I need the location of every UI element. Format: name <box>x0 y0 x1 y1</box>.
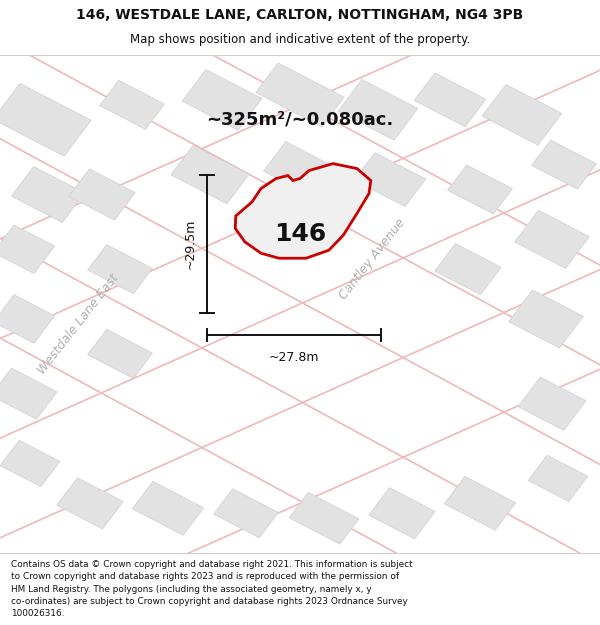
Polygon shape <box>482 84 562 145</box>
Text: 146, WESTDALE LANE, CARLTON, NOTTINGHAM, NG4 3PB: 146, WESTDALE LANE, CARLTON, NOTTINGHAM,… <box>76 8 524 22</box>
Text: ~29.5m: ~29.5m <box>183 219 196 269</box>
Polygon shape <box>214 489 278 538</box>
Polygon shape <box>57 478 123 529</box>
Text: 146: 146 <box>274 222 326 246</box>
Polygon shape <box>448 165 512 214</box>
Text: ~325m²/~0.080ac.: ~325m²/~0.080ac. <box>206 111 394 129</box>
Polygon shape <box>0 440 60 487</box>
Text: Westdale Lane East: Westdale Lane East <box>35 271 121 377</box>
Polygon shape <box>0 83 91 156</box>
Text: Map shows position and indicative extent of the property.: Map shows position and indicative extent… <box>130 33 470 46</box>
Text: Contains OS data © Crown copyright and database right 2021. This information is : Contains OS data © Crown copyright and d… <box>11 560 412 618</box>
Polygon shape <box>100 80 164 129</box>
Polygon shape <box>414 73 486 127</box>
Polygon shape <box>256 63 344 127</box>
Polygon shape <box>0 225 55 274</box>
Polygon shape <box>263 142 337 198</box>
Polygon shape <box>444 476 516 530</box>
Polygon shape <box>369 488 435 539</box>
Polygon shape <box>132 481 204 535</box>
Polygon shape <box>528 455 588 502</box>
Polygon shape <box>435 244 501 295</box>
Polygon shape <box>354 152 426 206</box>
Polygon shape <box>0 368 57 419</box>
Polygon shape <box>88 244 152 294</box>
Polygon shape <box>532 140 596 189</box>
Polygon shape <box>515 210 589 268</box>
Polygon shape <box>518 377 586 431</box>
Polygon shape <box>289 492 359 544</box>
Polygon shape <box>88 329 152 378</box>
Polygon shape <box>0 295 55 343</box>
Polygon shape <box>182 69 262 130</box>
Text: ~27.8m: ~27.8m <box>269 351 319 364</box>
Polygon shape <box>69 169 135 220</box>
Polygon shape <box>171 145 249 204</box>
Polygon shape <box>11 166 85 222</box>
Polygon shape <box>509 290 583 348</box>
Polygon shape <box>338 79 418 140</box>
Text: Cantley Avenue: Cantley Avenue <box>337 216 407 302</box>
Polygon shape <box>235 164 371 258</box>
